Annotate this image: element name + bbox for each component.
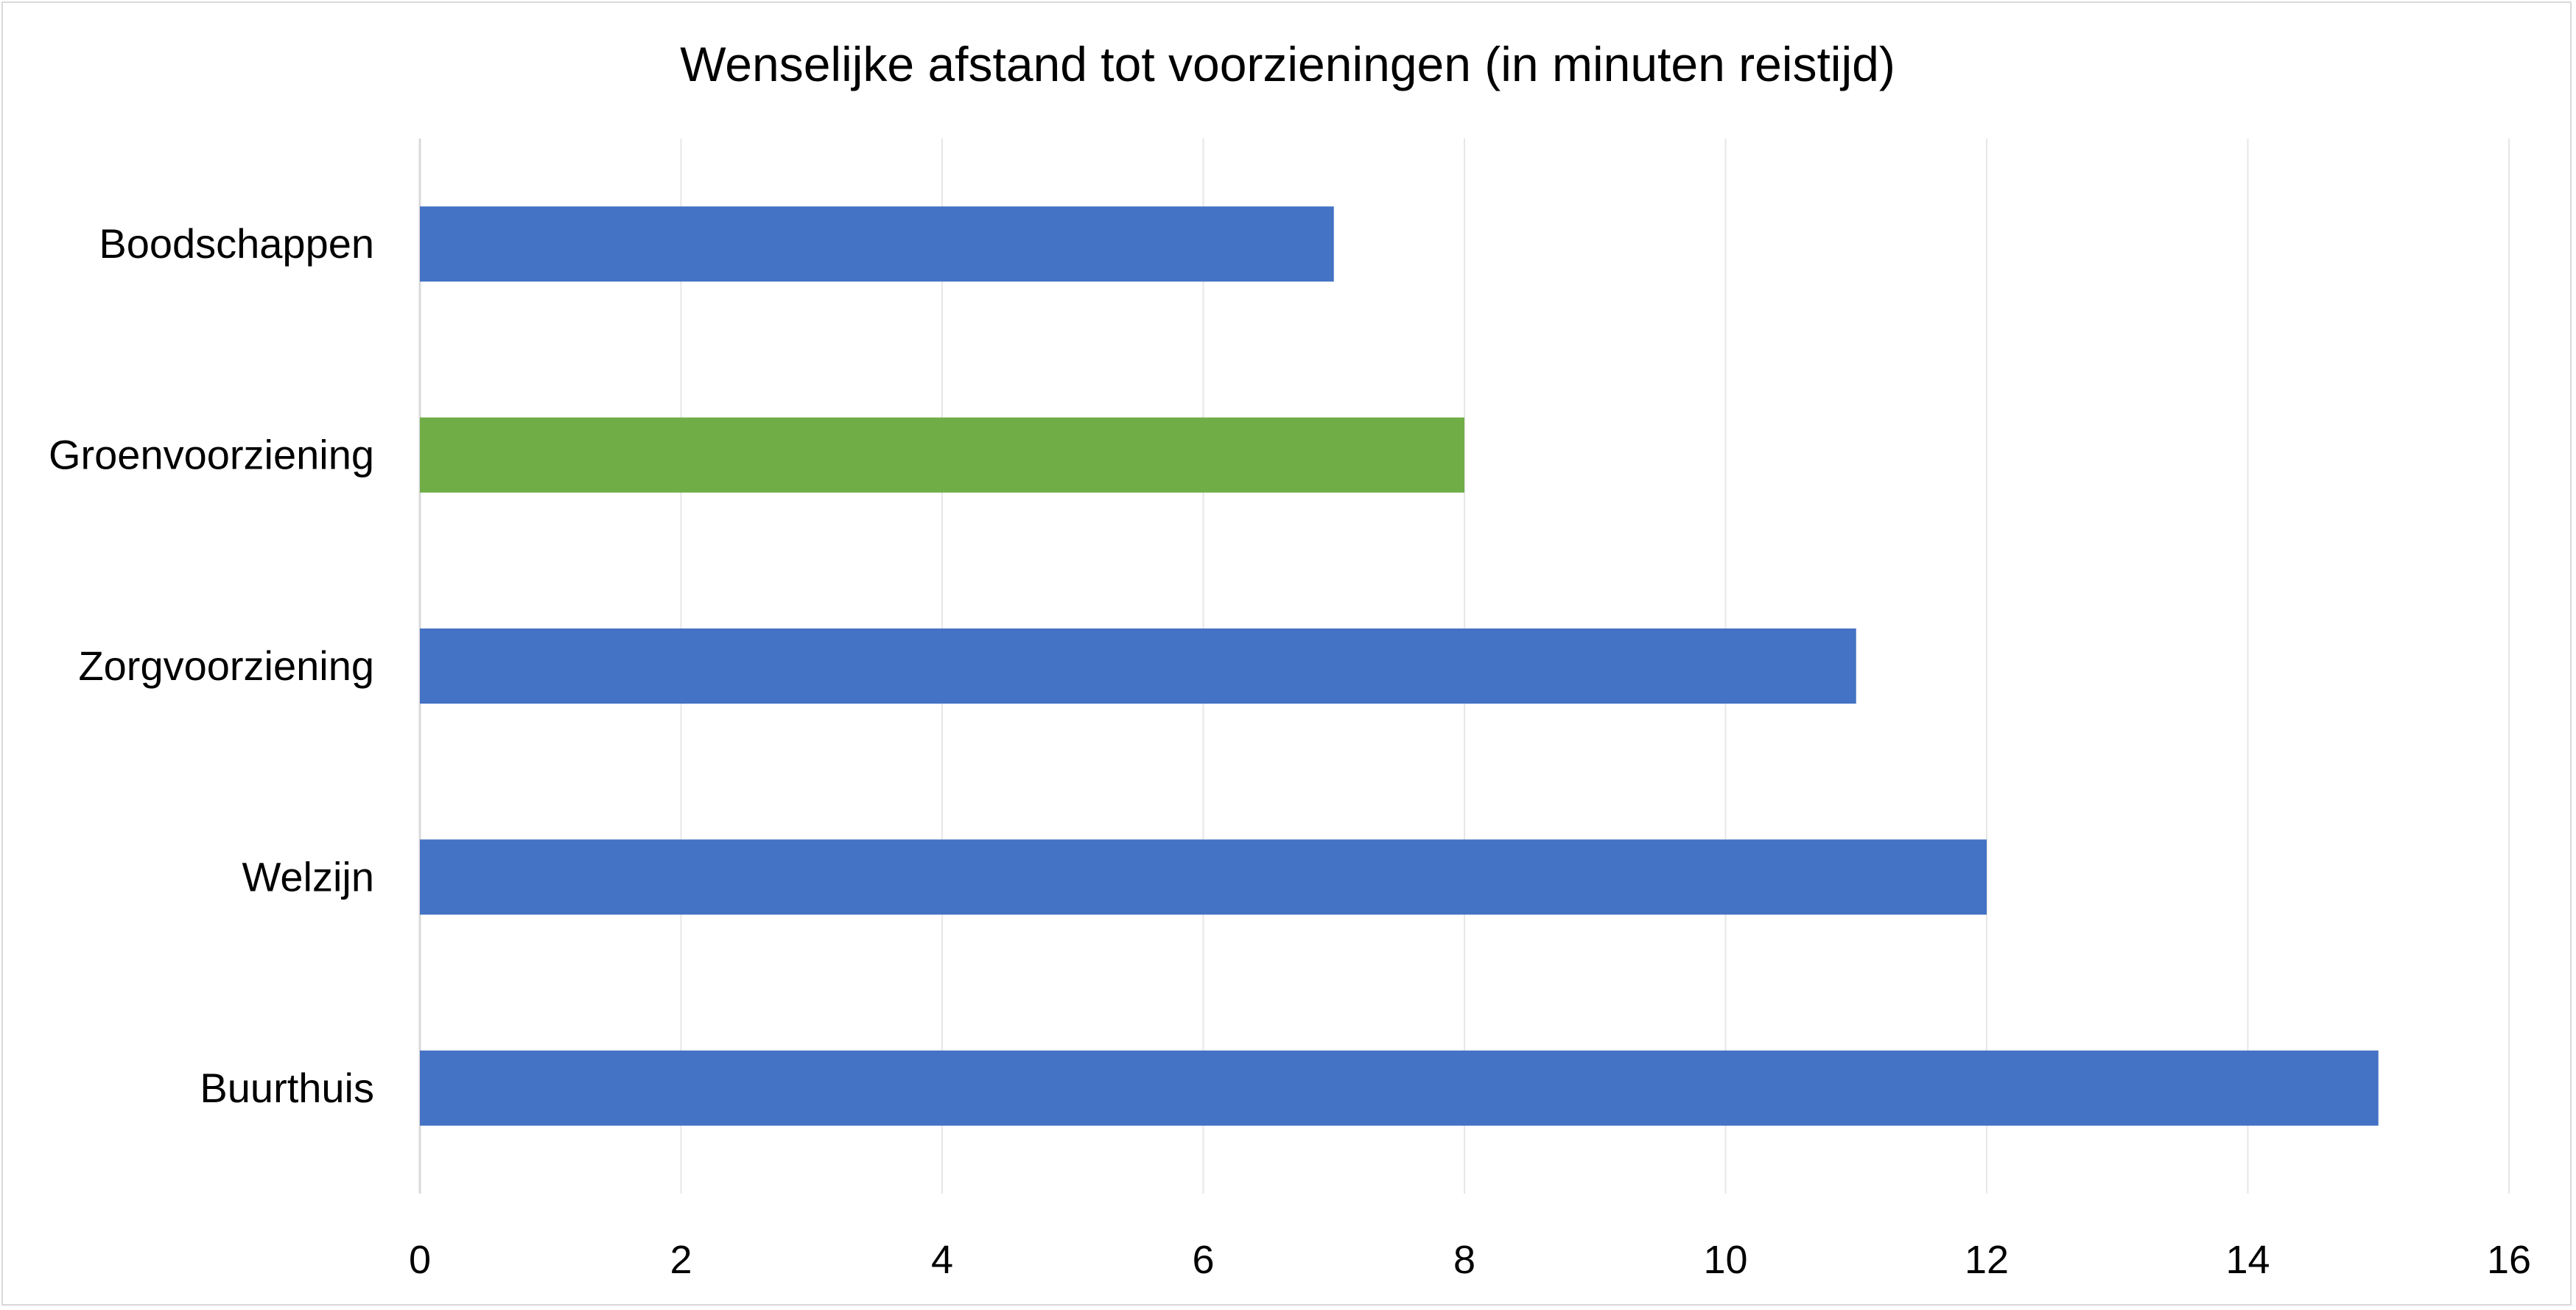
category-labels: Boodschappen Groenvoorziening Zorgvoorzien… [49, 220, 374, 1111]
bar-buurthuis [420, 1050, 2379, 1126]
x-tick-label: 2 [670, 1238, 692, 1282]
x-tick-label: 6 [1192, 1238, 1214, 1282]
category-label: Zorgvoorziening [78, 642, 374, 689]
x-tick-label: 4 [931, 1238, 953, 1282]
bars [420, 206, 2379, 1126]
chart-title: Wenselijke afstand tot voorzieningen (in… [680, 37, 1895, 91]
category-label: Groenvoorziening [49, 432, 374, 478]
category-label: Welzijn [242, 853, 374, 900]
bar-zorgvoorziening [420, 628, 1856, 704]
category-label: Boodschappen [99, 220, 374, 267]
x-tick-label: 16 [2487, 1238, 2531, 1282]
bar-boodschappen [420, 206, 1334, 282]
bar-groenvoorziening [420, 417, 1464, 493]
x-tick-label: 14 [2225, 1238, 2270, 1282]
x-tick-label: 10 [1703, 1238, 1747, 1282]
category-label: Buurthuis [200, 1065, 374, 1111]
x-axis-tick-labels: 0 2 4 6 8 10 12 14 16 [409, 1238, 2531, 1282]
bar-welzijn [420, 839, 1987, 915]
x-tick-label: 12 [1965, 1238, 2009, 1282]
x-tick-label: 8 [1453, 1238, 1475, 1282]
x-tick-label: 0 [409, 1238, 431, 1282]
